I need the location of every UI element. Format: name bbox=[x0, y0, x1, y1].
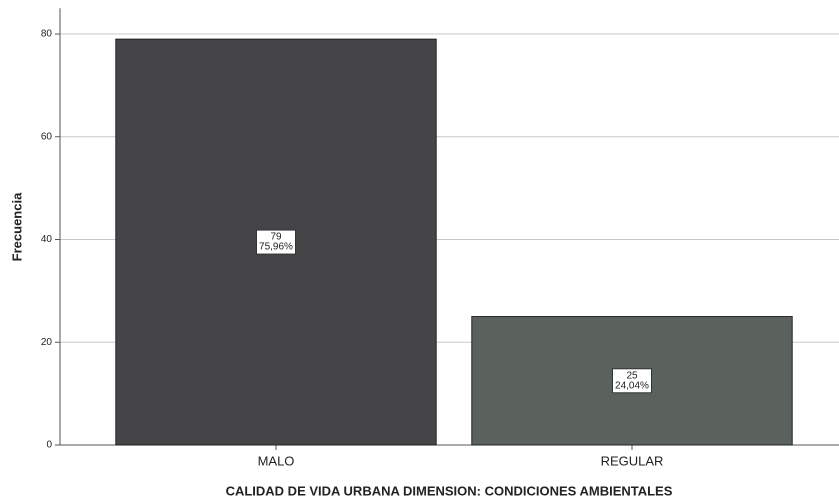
x-axis-title: CALIDAD DE VIDA URBANA DIMENSION: CONDIC… bbox=[226, 483, 673, 498]
data-label: 79 bbox=[270, 232, 282, 243]
data-label-box bbox=[256, 229, 296, 255]
y-tick-label: 20 bbox=[41, 337, 53, 348]
data-label: 25 bbox=[626, 370, 638, 381]
percent-label: 75,96% bbox=[259, 242, 293, 253]
x-tick-label: REGULAR bbox=[601, 453, 664, 468]
x-tick-label: MALO bbox=[258, 453, 295, 468]
y-tick-label: 80 bbox=[41, 29, 53, 40]
y-tick-label: 60 bbox=[41, 131, 53, 142]
y-tick-label: 40 bbox=[41, 234, 53, 245]
percent-label: 24,04% bbox=[615, 380, 649, 391]
y-tick-label: 0 bbox=[46, 440, 52, 451]
y-axis-title: Frecuencia bbox=[9, 192, 24, 261]
data-label-box bbox=[612, 368, 652, 394]
